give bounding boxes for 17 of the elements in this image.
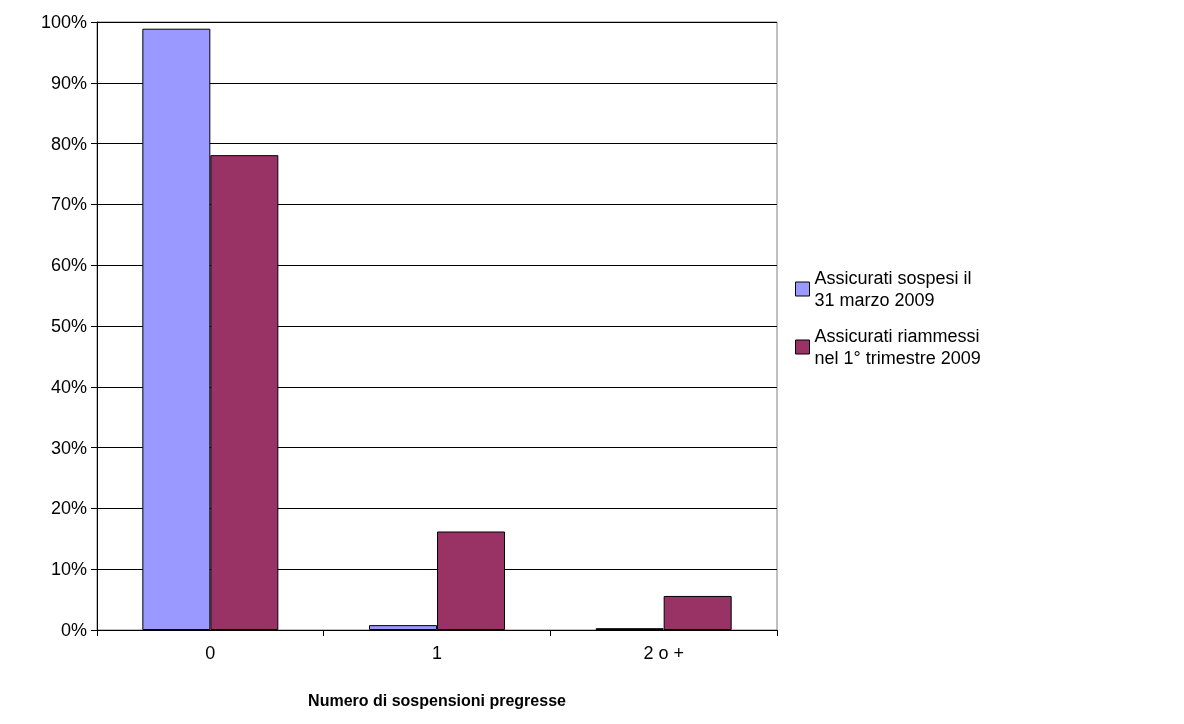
y-tick-label: 20% <box>50 498 87 519</box>
y-tick-label: 60% <box>50 255 87 276</box>
legend-label: Assicurati sospesi il 31 marzo 2009 <box>814 268 977 310</box>
y-tick-label: 90% <box>50 72 87 93</box>
x-tick-label: 0 <box>205 643 216 663</box>
y-tick-label: 40% <box>50 376 87 397</box>
legend-label: Assicurati riammessi nel 1° trimestre 2009 <box>814 326 985 368</box>
y-tick-label: 50% <box>50 316 87 336</box>
y-tick-label: 0% <box>60 620 87 640</box>
x-axis-title: Numero di sospensioni pregresse <box>308 691 567 709</box>
y-tick-label: 80% <box>50 133 87 154</box>
x-tick-label: 2 o + <box>643 643 684 663</box>
y-tick-label: 70% <box>50 194 87 215</box>
y-tick-label: 100% <box>40 12 87 32</box>
y-tick-label: 10% <box>50 559 87 580</box>
y-tick-label: 30% <box>50 437 87 458</box>
x-tick-label: 1 <box>431 643 443 663</box>
